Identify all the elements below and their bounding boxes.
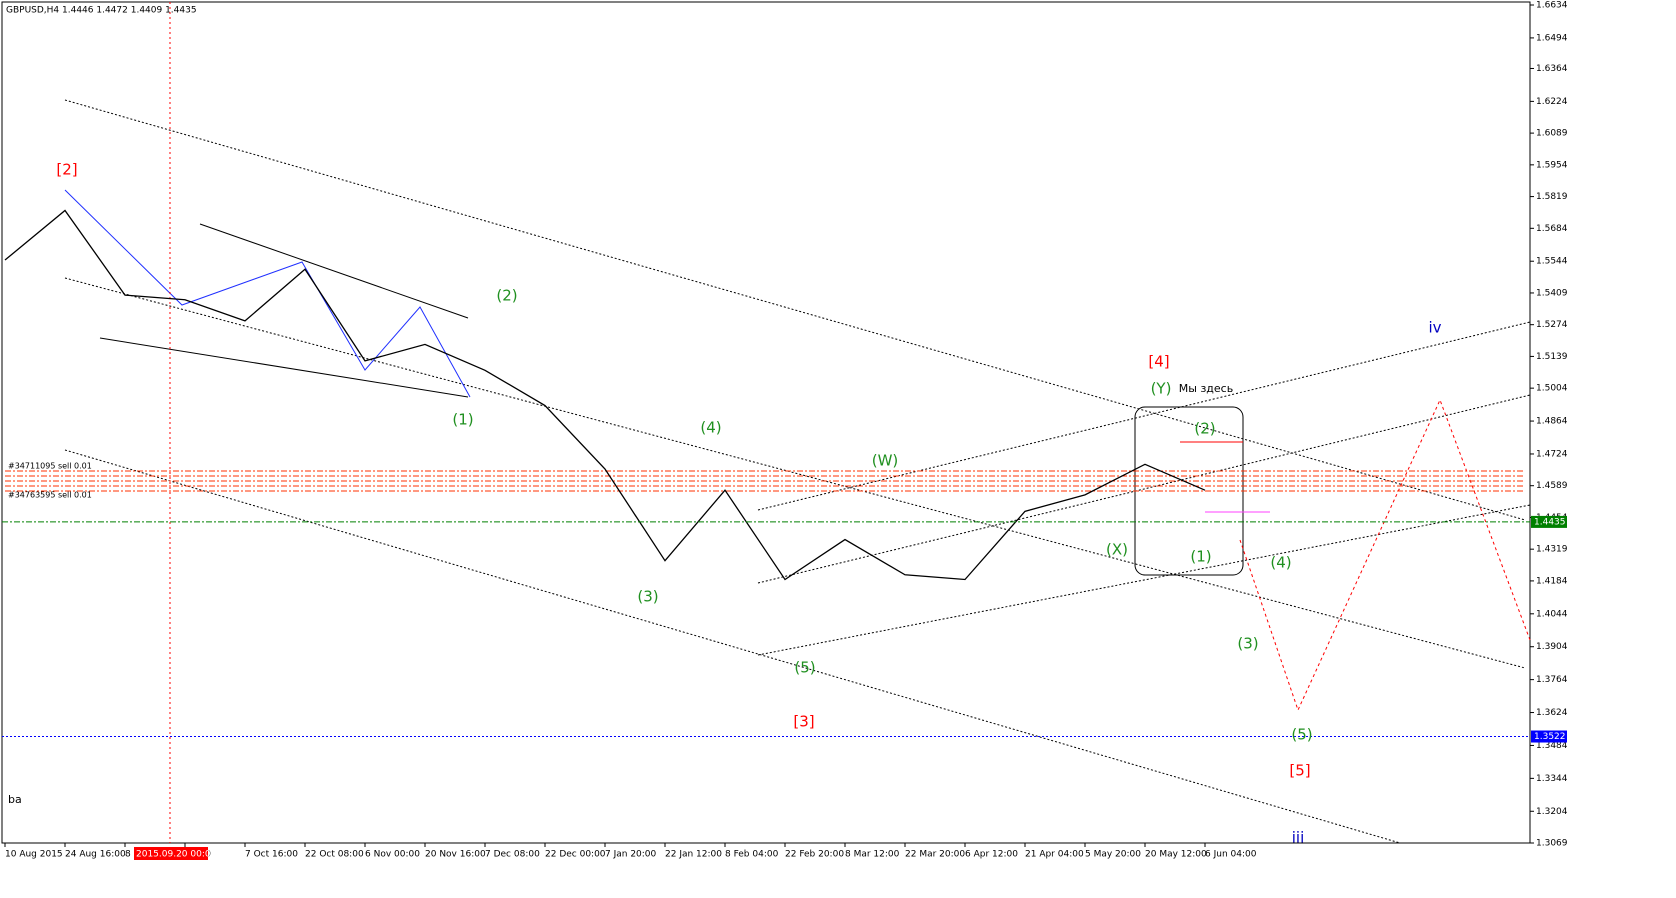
wave-label: (W) — [872, 452, 899, 470]
y-tick-label: 1.3484 — [1536, 741, 1568, 751]
x-tick-label: 6 Jun 04:00 — [1205, 850, 1257, 860]
x-tick-label: 7 Jan 20:00 — [605, 850, 657, 860]
wave-label: (3) — [1237, 635, 1258, 653]
wave-label: [2] — [56, 161, 77, 179]
y-tick-label: 1.3204 — [1536, 807, 1568, 817]
wave-label: (X) — [1106, 541, 1128, 559]
price-level-label: 1.4435 — [1534, 517, 1566, 527]
x-tick-label: 24 Aug 16:00 — [65, 850, 126, 860]
y-tick-label: 1.4319 — [1536, 545, 1568, 555]
wave-label: (4) — [700, 419, 721, 437]
wave-label: [4] — [1148, 353, 1169, 371]
wave-label: (3) — [637, 588, 658, 606]
x-tick-label: 7 Oct 16:00 — [245, 850, 298, 860]
y-tick-label: 1.5004 — [1536, 384, 1568, 394]
x-tick-label: 20 Nov 16:00 — [425, 850, 486, 860]
x-tick-label: 22 Jan 12:00 — [665, 850, 722, 860]
wave-label: (Y) — [1151, 380, 1172, 398]
x-tick-label: 8 S — [125, 850, 140, 860]
price-level-box — [1531, 515, 1567, 528]
x-tick-label: 22 Oct 08:00 — [305, 850, 364, 860]
trend-lines — [64, 99, 1531, 844]
x-tick-label: 7 Dec 08:00 — [485, 850, 540, 860]
y-tick-label: 1.5819 — [1536, 192, 1568, 202]
x-tick-label: 20 May 12:00 — [1145, 850, 1207, 860]
y-tick-label: 1.5954 — [1536, 160, 1568, 170]
x-tick-label: 8 Mar 12:00 — [845, 850, 900, 860]
y-tick-label: 1.5139 — [1536, 352, 1568, 362]
x-tick-label: 22 Mar 20:00 — [905, 850, 965, 860]
y-tick-label: 1.6224 — [1536, 97, 1568, 107]
y-tick-label: 1.5409 — [1536, 288, 1568, 298]
crosshair-label: 2015.09.20 00:00 — [136, 850, 217, 860]
y-tick-label: 1.3624 — [1536, 708, 1568, 718]
y-tick-label: 1.4864 — [1536, 417, 1568, 427]
x-tick-label: 22 Feb 20:00 — [785, 850, 844, 860]
wave-label: (5) — [1291, 726, 1312, 744]
wedge-lines — [99, 223, 469, 398]
x-tick-label: 6 Apr 12:00 — [965, 850, 1018, 860]
corner-label: ba — [8, 793, 22, 806]
plot-frame — [1, 1, 1531, 844]
wave-label: [3] — [793, 713, 814, 731]
y-tick-label: 1.4184 — [1536, 576, 1568, 586]
y-tick-label: 1.5274 — [1536, 320, 1568, 330]
wave-label: [5] — [1289, 762, 1310, 780]
y-tick-label: 1.6494 — [1536, 33, 1568, 43]
y-tick-label: 1.4589 — [1536, 481, 1568, 491]
projection — [1239, 398, 1531, 712]
wave-label: (1) — [1190, 548, 1211, 566]
y-tick-label: 1.4724 — [1536, 449, 1568, 459]
x-tick-label: 5 May 20:00 — [1085, 850, 1141, 860]
y-tick-label: 1.6634 — [1536, 1, 1568, 11]
wave-zigzag — [64, 189, 471, 398]
wave-label: (2) — [496, 287, 517, 305]
wave-label: iv — [1428, 319, 1441, 337]
price-level-label: 1.3522 — [1534, 732, 1566, 742]
y-tick-label: 1.3069 — [1536, 839, 1568, 849]
wave-label: Мы здесь — [1179, 382, 1233, 395]
order-lines — [5, 470, 1525, 492]
crosshair-label-box — [134, 847, 208, 860]
chart-title: GBPUSD,H4 1.4446 1.4472 1.4409 1.4435 — [6, 6, 197, 16]
price-level-box — [1531, 730, 1567, 743]
x-tick-label: 22 Dec 00:00 — [545, 850, 606, 860]
order-label: #34711095 sell 0.01 — [8, 462, 92, 471]
y-tick-label: 1.3904 — [1536, 642, 1568, 652]
y-tick-label: 1.3344 — [1536, 774, 1568, 784]
wave-label: (5) — [794, 659, 815, 677]
y-tick-label: 1.4044 — [1536, 609, 1568, 619]
y-tick-label: 1.6364 — [1536, 64, 1568, 74]
wave-label: (4) — [1270, 554, 1291, 572]
x-tick-label: 8 Feb 04:00 — [725, 850, 779, 860]
y-tick-label: 1.5544 — [1536, 257, 1568, 267]
x-tick-label: 10 Aug 2015 — [5, 850, 63, 860]
price-line — [4, 209, 1206, 581]
x-tick-label: 21 Apr 04:00 — [1025, 850, 1084, 860]
wave-label: (2) — [1194, 420, 1215, 438]
y-tick-label: 1.6089 — [1536, 129, 1568, 139]
y-tick-label: 1.5684 — [1536, 224, 1568, 234]
order-label: #34763595 sell 0.01 — [8, 491, 92, 500]
wave-label: iii — [1292, 829, 1305, 847]
wave-label: (1) — [452, 411, 473, 429]
y-tick-label: 1.3764 — [1536, 675, 1568, 685]
x-tick-label: 6 Nov 00:00 — [365, 850, 420, 860]
